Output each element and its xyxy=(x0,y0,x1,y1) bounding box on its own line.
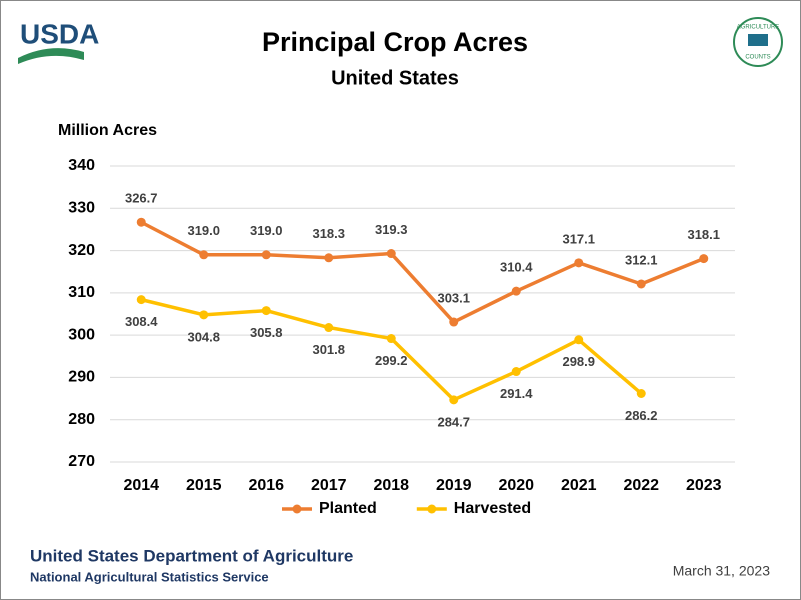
data-label: 319.0 xyxy=(250,223,283,238)
data-point xyxy=(199,250,209,260)
data-point xyxy=(324,253,334,263)
data-label: 305.8 xyxy=(250,325,283,340)
data-label: 298.9 xyxy=(562,354,595,369)
footer-date: March 31, 2023 xyxy=(673,563,770,579)
x-tick-label: 2014 xyxy=(123,477,159,494)
badge-top: AGRICULTURE xyxy=(737,25,780,31)
data-label: 303.1 xyxy=(437,290,470,305)
chart-title: Principal Crop Acres xyxy=(262,27,528,57)
data-point xyxy=(136,295,146,305)
data-label: 318.3 xyxy=(312,226,345,241)
data-point xyxy=(261,306,271,316)
y-tick-label: 270 xyxy=(68,453,95,470)
data-label: 286.2 xyxy=(625,408,658,423)
data-label: 318.1 xyxy=(687,227,720,242)
x-tick-label: 2016 xyxy=(248,477,284,494)
data-label: 310.4 xyxy=(500,260,533,275)
y-tick-label: 280 xyxy=(68,411,95,428)
data-point xyxy=(574,335,584,345)
y-tick-label: 340 xyxy=(68,157,95,174)
legend-label: Harvested xyxy=(454,500,531,517)
data-label: 304.8 xyxy=(187,329,220,344)
legend-swatch-dot xyxy=(292,504,302,514)
x-tick-label: 2017 xyxy=(311,477,347,494)
x-tick-label: 2020 xyxy=(498,477,534,494)
x-tick-label: 2022 xyxy=(623,477,659,494)
data-point xyxy=(449,395,459,405)
x-tick-label: 2015 xyxy=(186,477,222,494)
footer-department: United States Department of Agriculture xyxy=(30,546,353,565)
series-line xyxy=(140,220,705,324)
data-label: 299.2 xyxy=(375,353,408,368)
legend-swatch-dot xyxy=(427,504,437,514)
y-tick-label: 330 xyxy=(68,200,95,217)
data-point xyxy=(636,388,646,398)
data-point xyxy=(511,286,521,296)
x-tick-label: 2019 xyxy=(436,477,472,494)
data-label: 319.3 xyxy=(375,222,408,237)
chart-subtitle: United States xyxy=(331,67,459,89)
data-label: 284.7 xyxy=(437,414,470,429)
data-label: 326.7 xyxy=(125,191,158,206)
data-point xyxy=(511,367,521,377)
data-label: 308.4 xyxy=(125,314,158,329)
y-tick-label: 290 xyxy=(68,369,95,386)
badge-ring xyxy=(733,17,783,67)
y-axis-label: Million Acres xyxy=(58,122,157,139)
data-point xyxy=(574,258,584,268)
data-point xyxy=(386,249,396,259)
usda-logo: USDA xyxy=(18,18,99,64)
x-tick-label: 2018 xyxy=(373,477,409,494)
data-point xyxy=(449,317,459,327)
data-point xyxy=(324,323,334,333)
data-label: 301.8 xyxy=(312,342,345,357)
data-label: 291.4 xyxy=(500,386,533,401)
legend-label: Planted xyxy=(319,500,377,517)
data-point xyxy=(199,310,209,320)
data-point xyxy=(699,254,709,264)
data-label: 317.1 xyxy=(562,231,595,246)
logo-text: USDA xyxy=(20,18,99,49)
ag-counts-badge: AGRICULTURE COUNTS xyxy=(733,17,783,67)
x-tick-label: 2023 xyxy=(686,477,722,494)
footer-service: National Agricultural Statistics Service xyxy=(30,569,269,584)
y-tick-label: 310 xyxy=(68,284,95,301)
x-tick-label: 2021 xyxy=(561,477,597,494)
data-label: 319.0 xyxy=(187,223,220,238)
data-point xyxy=(636,279,646,289)
data-point xyxy=(261,250,271,260)
badge-bottom: COUNTS xyxy=(745,55,770,61)
badge-icon xyxy=(748,34,768,46)
y-tick-label: 300 xyxy=(68,326,95,343)
data-point xyxy=(386,334,396,344)
logo-swoosh xyxy=(18,48,84,64)
y-tick-label: 320 xyxy=(68,242,95,259)
data-point xyxy=(136,217,146,227)
data-label: 312.1 xyxy=(625,252,658,267)
